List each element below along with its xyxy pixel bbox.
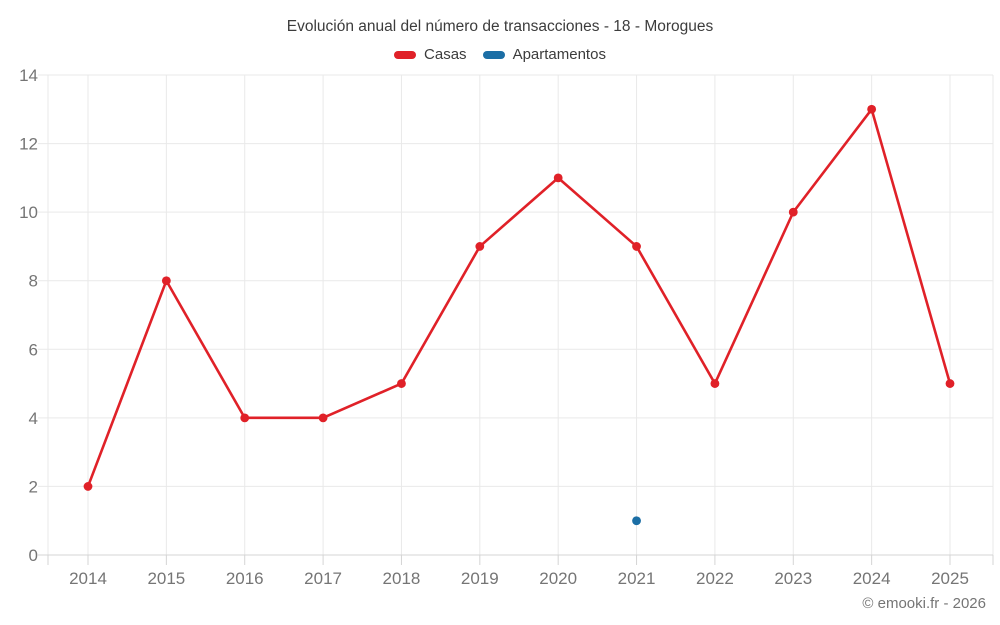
legend-item-casas[interactable]: Casas bbox=[394, 46, 467, 63]
data-point-casas[interactable] bbox=[161, 276, 171, 286]
data-point-casas[interactable] bbox=[632, 242, 641, 251]
x-axis-tick-label: 2021 bbox=[618, 569, 656, 588]
data-point-casas[interactable] bbox=[318, 413, 328, 423]
data-point-casas[interactable] bbox=[710, 379, 720, 388]
series-line-casas bbox=[86, 107, 952, 488]
data-point-casas[interactable] bbox=[83, 482, 93, 491]
legend-item-label: Casas bbox=[424, 46, 467, 63]
data-point-casas[interactable] bbox=[788, 207, 798, 217]
y-axis-tick-label: 12 bbox=[19, 135, 38, 154]
data-point-casas[interactable] bbox=[945, 379, 955, 388]
data-point-casas[interactable] bbox=[397, 379, 406, 388]
x-axis-tick-label: 2020 bbox=[539, 569, 577, 588]
y-axis-tick-label: 10 bbox=[19, 203, 38, 222]
legend-swatch-icon bbox=[482, 50, 505, 59]
legend-swatch-icon bbox=[394, 50, 417, 59]
x-axis-tick-label: 2024 bbox=[853, 569, 891, 588]
x-axis-tick-label: 2014 bbox=[69, 569, 107, 588]
x-axis-tick-label: 2023 bbox=[774, 569, 812, 588]
legend-item-apartamentos[interactable]: Apartamentos bbox=[482, 46, 606, 63]
x-axis-tick-label: 2022 bbox=[696, 569, 734, 588]
x-axis-tick-label: 2019 bbox=[461, 569, 499, 588]
data-point-casas[interactable] bbox=[867, 104, 877, 114]
y-axis-tick-label: 6 bbox=[29, 340, 38, 359]
x-axis-tick-label: 2018 bbox=[383, 569, 421, 588]
x-axis-tick-label: 2015 bbox=[147, 569, 185, 588]
data-point-casas[interactable] bbox=[553, 173, 563, 183]
x-axis-tick-label: 2017 bbox=[304, 569, 342, 588]
legend: Casas Apartamentos bbox=[0, 46, 1000, 63]
y-axis-tick-label: 8 bbox=[29, 272, 38, 291]
copyright: © emooki.fr - 2026 bbox=[862, 595, 986, 612]
legend-item-label: Apartamentos bbox=[512, 46, 606, 63]
y-axis-tick-label: 2 bbox=[29, 477, 38, 496]
y-axis-tick-label: 4 bbox=[29, 409, 38, 428]
data-point-casas[interactable] bbox=[475, 242, 485, 251]
y-axis-tick-label: 14 bbox=[19, 66, 38, 85]
y-axis-tick-label: 0 bbox=[29, 546, 38, 565]
x-axis-tick-label: 2025 bbox=[931, 569, 969, 588]
chart-title: Evolución anual del número de transaccio… bbox=[286, 18, 714, 35]
data-point-casas[interactable] bbox=[240, 413, 250, 423]
data-point-apartamentos[interactable] bbox=[632, 516, 641, 526]
x-axis-tick-label: 2016 bbox=[226, 569, 264, 588]
